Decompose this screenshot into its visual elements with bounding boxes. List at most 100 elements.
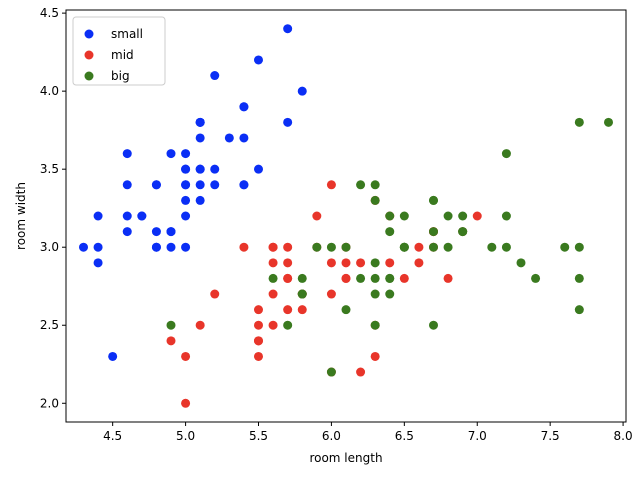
point-small-49 bbox=[181, 195, 191, 205]
point-small-43 bbox=[181, 164, 191, 174]
axes-layer: 4.5 5.0 5.5 6.0 6.5 7.0 7.5 8.0 2.0 2.5 3.0 3.5 4.0 4… bbox=[40, 6, 633, 443]
y-tick-label: 2.0 bbox=[40, 396, 59, 410]
point-big-36 bbox=[370, 180, 380, 190]
point-big-49 bbox=[312, 242, 322, 252]
point-big-35 bbox=[574, 242, 584, 252]
point-small-30 bbox=[151, 227, 161, 237]
point-small-18 bbox=[283, 117, 293, 127]
x-axis-label: room length bbox=[309, 451, 382, 465]
point-big-33 bbox=[370, 273, 380, 283]
point-big-48 bbox=[356, 180, 366, 190]
point-big-12 bbox=[443, 242, 453, 252]
point-mid-7 bbox=[166, 336, 176, 346]
point-mid-4 bbox=[399, 273, 409, 283]
point-small-14 bbox=[297, 86, 307, 96]
point-small-35 bbox=[181, 211, 191, 221]
point-small-24 bbox=[151, 180, 161, 190]
y-axis-label: room width bbox=[14, 182, 28, 250]
point-big-40 bbox=[429, 227, 438, 237]
point-big-0 bbox=[370, 195, 380, 205]
point-big-26 bbox=[356, 273, 366, 283]
point-small-15 bbox=[283, 24, 293, 34]
point-small-25 bbox=[181, 242, 191, 252]
legend-label-small: small bbox=[111, 27, 143, 41]
point-mid-42 bbox=[297, 305, 307, 315]
point-small-1 bbox=[166, 242, 176, 252]
point-small-16 bbox=[239, 102, 249, 112]
point-mid-37 bbox=[370, 351, 380, 361]
legend-marker-big bbox=[84, 71, 94, 81]
point-small-34 bbox=[166, 227, 176, 237]
point-big-9 bbox=[501, 149, 511, 159]
x-tick-label: 6.0 bbox=[322, 429, 341, 443]
point-mid-34 bbox=[239, 242, 249, 252]
point-big-3 bbox=[370, 258, 380, 268]
point-mid-26 bbox=[443, 273, 453, 283]
point-big-37 bbox=[385, 227, 395, 237]
point-big-47 bbox=[399, 242, 409, 252]
point-small-10 bbox=[239, 133, 249, 143]
legend-marker-mid bbox=[84, 50, 94, 60]
point-small-28 bbox=[210, 180, 220, 190]
point-big-19 bbox=[326, 367, 336, 377]
point-mid-40 bbox=[254, 305, 263, 315]
point-small-6 bbox=[122, 180, 132, 190]
legend-box bbox=[72, 16, 166, 86]
point-big-31 bbox=[604, 117, 613, 127]
point-mid-45 bbox=[283, 242, 293, 252]
point-small-29 bbox=[137, 211, 147, 221]
point-big-23 bbox=[370, 289, 380, 299]
point-big-18 bbox=[574, 305, 584, 315]
point-mid-43 bbox=[181, 351, 191, 361]
point-mid-18 bbox=[356, 367, 366, 377]
x-tick-label: 5.5 bbox=[249, 429, 268, 443]
point-big-27 bbox=[341, 242, 351, 252]
point-big-25 bbox=[501, 211, 511, 221]
point-small-17 bbox=[195, 164, 205, 174]
point-mid-47 bbox=[356, 258, 366, 268]
point-big-13 bbox=[283, 320, 293, 330]
point-small-39 bbox=[195, 180, 205, 190]
point-mid-44 bbox=[268, 289, 278, 299]
point-big-45 bbox=[429, 242, 438, 252]
legend-marker-small bbox=[84, 29, 94, 39]
legend-label-mid: mid bbox=[111, 48, 134, 62]
point-small-32 bbox=[210, 71, 220, 81]
point-mid-20 bbox=[312, 211, 322, 221]
point-big-21 bbox=[268, 273, 278, 283]
point-mid-35 bbox=[326, 180, 336, 190]
point-big-43 bbox=[443, 211, 453, 221]
point-mid-8 bbox=[414, 258, 424, 268]
point-mid-33 bbox=[326, 289, 336, 299]
legend-label-big: big bbox=[111, 69, 130, 83]
point-big-20 bbox=[458, 211, 468, 221]
point-mid-3 bbox=[254, 351, 263, 361]
x-tick-label: 7.5 bbox=[541, 429, 560, 443]
point-mid-19 bbox=[268, 320, 278, 330]
point-small-21 bbox=[195, 133, 205, 143]
x-tick-label: 6.5 bbox=[395, 429, 414, 443]
y-tick-label: 4.5 bbox=[40, 6, 59, 20]
x-tick-label: 5.0 bbox=[176, 429, 195, 443]
point-mid-48 bbox=[195, 320, 205, 330]
point-small-4 bbox=[181, 149, 191, 159]
point-mid-39 bbox=[254, 320, 263, 330]
x-tick-label: 8.0 bbox=[614, 429, 633, 443]
point-small-23 bbox=[195, 195, 205, 205]
point-mid-38 bbox=[268, 242, 278, 252]
point-big-34 bbox=[341, 305, 351, 315]
y-tick-label: 3.0 bbox=[40, 240, 59, 254]
point-big-42 bbox=[297, 289, 307, 299]
y-tick-label: 3.5 bbox=[40, 162, 59, 176]
point-mid-23 bbox=[341, 273, 351, 283]
point-big-44 bbox=[429, 195, 438, 205]
point-mid-49 bbox=[283, 273, 293, 283]
point-big-7 bbox=[516, 258, 526, 268]
points-layer bbox=[79, 24, 613, 408]
point-mid-0 bbox=[472, 211, 482, 221]
point-big-22 bbox=[574, 273, 584, 283]
axes-frame bbox=[65, 9, 627, 423]
point-big-15 bbox=[385, 211, 395, 221]
point-big-10 bbox=[399, 211, 409, 221]
point-mid-14 bbox=[268, 258, 278, 268]
